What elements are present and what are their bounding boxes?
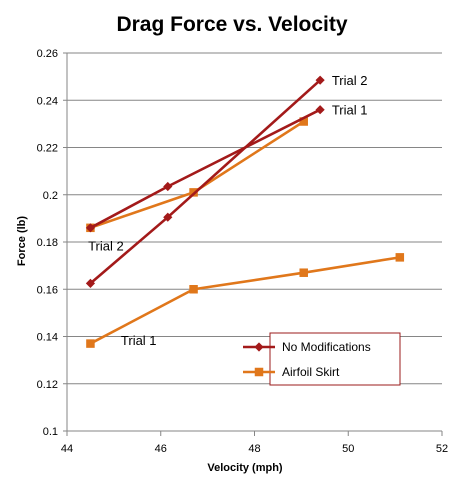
y-tick-label: 0.18 (37, 237, 58, 249)
data-point (85, 278, 96, 288)
x-tick-label: 52 (436, 443, 448, 455)
x-tick-label: 48 (248, 443, 260, 455)
y-axis-title: Force (lb) (16, 216, 28, 266)
x-tick-label: 46 (155, 443, 167, 455)
data-point (163, 212, 173, 222)
legend-label: Airfoil Skirt (282, 365, 340, 379)
series-line-airfoil-skirt (89, 256, 401, 345)
data-point (395, 253, 405, 262)
x-axis-title: Velocity (mph) (207, 462, 283, 474)
data-point (254, 342, 264, 352)
chart-title: Drag Force vs. Velocity (116, 13, 347, 36)
data-point (299, 117, 308, 126)
data-point (315, 105, 325, 115)
series-line-no-modifications (89, 108, 321, 229)
data-point (85, 223, 96, 233)
y-tick-label: 0.16 (37, 284, 58, 296)
grid-layer (67, 52, 442, 432)
data-point (189, 285, 198, 294)
y-tick-label: 0.22 (37, 143, 58, 155)
series-line-no-modifications (89, 79, 321, 285)
annotation-layer: Trial 2 Trial 1 Trial 2 Trial 1 (88, 73, 367, 348)
x-tick-label: 50 (342, 443, 354, 455)
data-point (163, 181, 173, 192)
data-point (86, 339, 95, 348)
data-point (299, 268, 308, 277)
y-tick-label: 0.26 (37, 48, 58, 60)
y-tick-label: 0.12 (37, 379, 58, 391)
y-tick-label: 0.24 (37, 95, 58, 107)
y-tick-label: 0.2 (43, 190, 58, 202)
annotation-label: Trial 2 (88, 239, 124, 254)
annotation-label: Trial 2 (332, 73, 368, 88)
annotation-label: Trial 1 (121, 333, 157, 348)
legend: No Modifications Airfoil Skirt (243, 332, 401, 386)
annotation-label: Trial 1 (332, 103, 368, 118)
axes-layer: 0.1 0.12 0.14 0.16 0.18 0.2 0.22 0.24 0.26 44 46 48… (37, 48, 449, 455)
data-point (315, 75, 325, 85)
legend-label: No Modifications (282, 340, 371, 354)
legend-box (269, 332, 401, 386)
y-tick-label: 0.1 (43, 426, 58, 438)
series-layer (85, 75, 405, 348)
y-tick-label: 0.14 (37, 332, 58, 344)
data-point (254, 367, 264, 377)
x-tick-label: 44 (61, 443, 73, 455)
